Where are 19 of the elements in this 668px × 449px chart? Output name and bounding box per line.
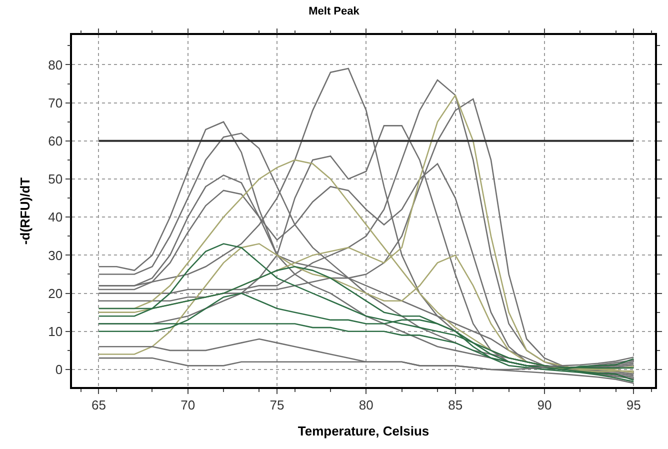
y-tick-label: 50	[48, 172, 63, 187]
chart-title: Melt Peak	[308, 5, 360, 18]
x-tick-label: 75	[270, 397, 284, 412]
x-tick-label: 70	[180, 397, 196, 412]
x-tick-label: 95	[626, 397, 641, 412]
x-tick-label: 85	[448, 397, 463, 412]
y-axis-title: -d(RFU)/dT	[18, 177, 33, 245]
x-tick-label: 65	[92, 397, 106, 412]
y-tick-label: 20	[48, 286, 63, 301]
x-axis-title: Temperature, Celsius	[298, 423, 430, 438]
x-tick-label: 80	[358, 397, 374, 412]
y-tick-label: 30	[48, 248, 63, 263]
y-tick-label: 80	[48, 57, 63, 72]
x-tick-label: 90	[537, 397, 552, 412]
y-tick-label: 0	[55, 362, 63, 378]
y-tick-label: 60	[48, 133, 63, 148]
y-tick-label: 70	[48, 95, 63, 110]
y-tick-label: 40	[48, 210, 63, 225]
y-tick-label: 10	[48, 324, 63, 339]
